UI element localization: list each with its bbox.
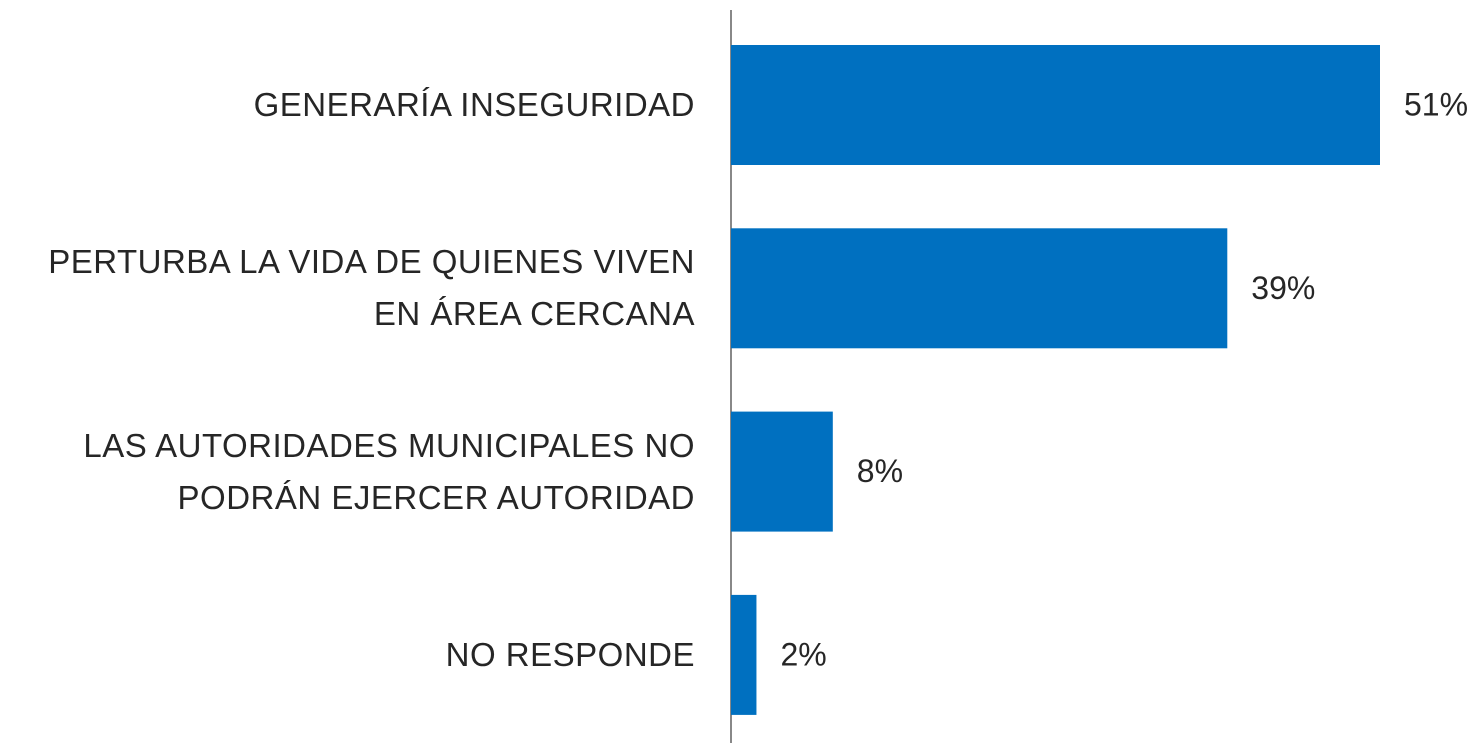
value-label: 51% (1404, 86, 1468, 122)
bar (731, 45, 1380, 165)
bar (731, 594, 757, 715)
value-label: 2% (780, 636, 826, 672)
category-label: NO RESPONDE (445, 635, 695, 673)
category-label: PERTURBA LA VIDA DE QUIENES VIVEN EN ÁRE… (48, 243, 695, 333)
bar (731, 228, 1228, 349)
bar (731, 411, 833, 532)
category-label: GENERARÍA INSEGURIDAD (253, 86, 695, 123)
value-label: 8% (857, 453, 903, 489)
value-label: 39% (1251, 270, 1315, 306)
category-label: LAS AUTORIDADES MUNICIPALES NO PODRÁN EJ… (83, 426, 695, 516)
